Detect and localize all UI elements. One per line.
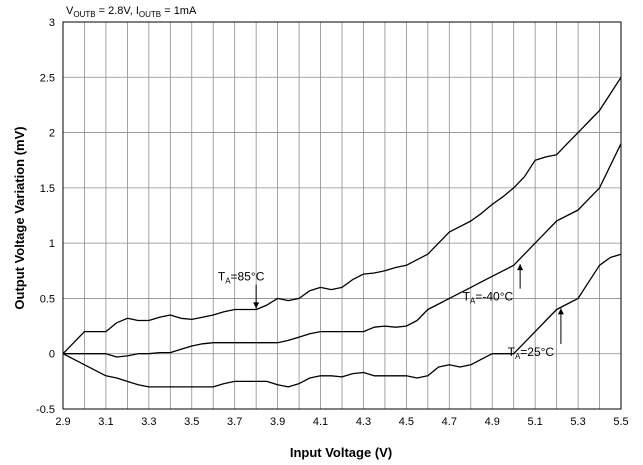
grid xyxy=(63,22,621,409)
annotation-layer: TA=85°C TA=-40°C TA=25°C xyxy=(218,264,564,361)
y-tick-label: -0.5 xyxy=(36,404,55,416)
series-line-2 xyxy=(62,253,622,388)
plot-frame xyxy=(62,21,622,410)
y-tick-label: 1.5 xyxy=(40,183,55,195)
x-axis-title: Input Voltage (V) xyxy=(290,445,392,460)
y-tick-label: 0.5 xyxy=(40,293,55,305)
x-tick-label: 2.9 xyxy=(55,416,70,428)
x-tick-label: 4.3 xyxy=(356,416,371,428)
y-tick-label: 2 xyxy=(49,128,55,140)
x-tick-label: 5.3 xyxy=(570,416,585,428)
i-symbol: I xyxy=(136,5,139,17)
series-label-0: TA=85°C xyxy=(218,270,265,286)
x-tick-label: 5.5 xyxy=(613,416,628,428)
y-tick-label: 0 xyxy=(49,349,55,361)
i-subscript: OUTB xyxy=(139,10,161,19)
series-layer xyxy=(62,76,622,388)
x-tick-label: 4.1 xyxy=(313,416,328,428)
i-value: = 1mA xyxy=(161,5,197,17)
x-tick-label: 4.7 xyxy=(442,416,457,428)
series-label-1: TA=-40°C xyxy=(463,290,514,306)
test-conditions: VOUTB = 2.8V, IOUTB = 1mA xyxy=(66,5,197,19)
y-tick-label: 1 xyxy=(49,238,55,250)
v-value: = 2.8V, xyxy=(96,5,136,17)
x-tick-label: 3.1 xyxy=(98,416,113,428)
y-tick-label: 2.5 xyxy=(40,72,55,84)
x-tick-label: 5.1 xyxy=(528,416,543,428)
x-tick-label: 3.9 xyxy=(270,416,285,428)
y-tick-label: 3 xyxy=(49,17,55,29)
x-tick-label: 3.3 xyxy=(141,416,156,428)
y-axis-ticks: -0.5 0 0.5 1 1.5 2 2.5 3 xyxy=(36,17,55,416)
y-axis-title: Output Voltage Variation (mV) xyxy=(12,126,27,309)
x-tick-label: 4.5 xyxy=(399,416,414,428)
series-line-0 xyxy=(62,76,622,355)
x-tick-label: 4.9 xyxy=(485,416,500,428)
v-symbol: V xyxy=(66,5,74,17)
series-line-1 xyxy=(63,143,622,358)
annotation-arrowhead-1 xyxy=(517,264,524,271)
x-axis-ticks: 2.9 3.1 3.3 3.5 3.7 3.9 4.1 4.3 4.5 4.7 4.9 5.1 5.3 5… xyxy=(55,416,628,428)
v-subscript: OUTB xyxy=(73,10,95,19)
x-tick-label: 3.5 xyxy=(184,416,199,428)
annotation-arrowhead-0 xyxy=(253,302,260,309)
x-tick-label: 3.7 xyxy=(227,416,242,428)
series-label-2: TA=25°C xyxy=(508,345,555,361)
annotation-arrowhead-2 xyxy=(557,308,564,315)
